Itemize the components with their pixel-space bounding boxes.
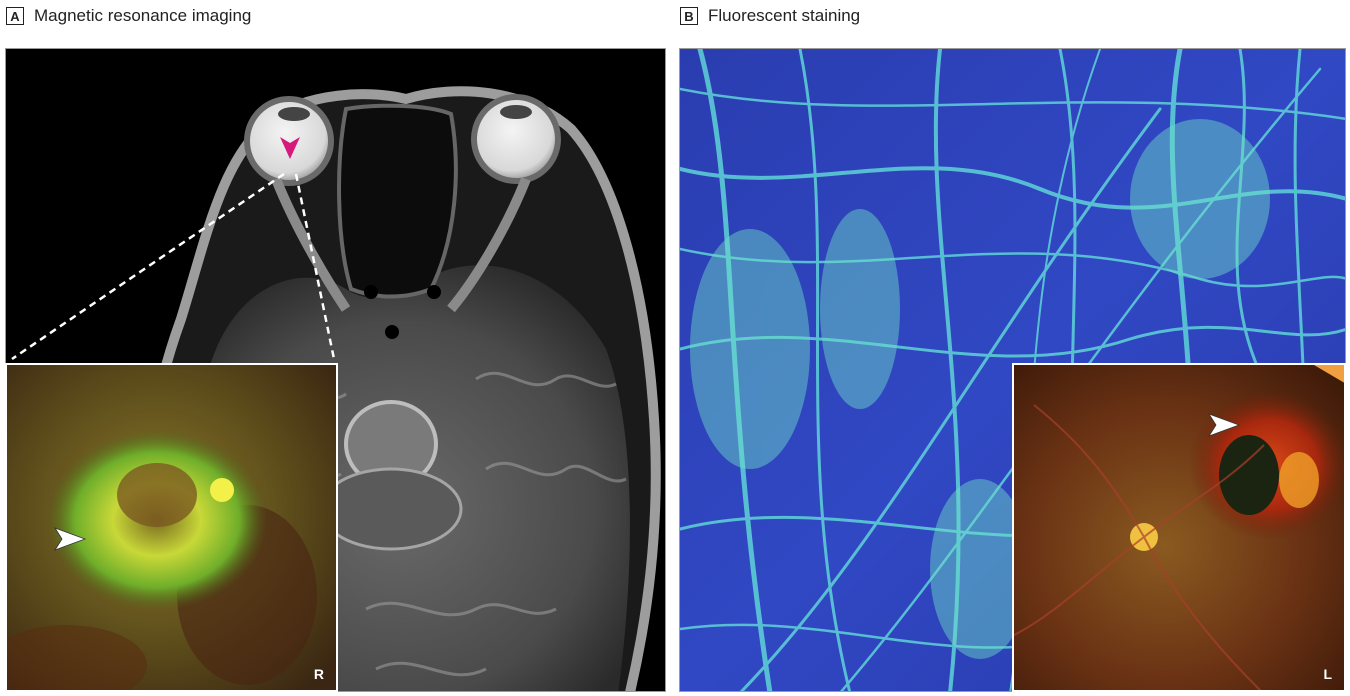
panel-a-header: A Magnetic resonance imaging bbox=[6, 6, 251, 26]
panel-a-title: Magnetic resonance imaging bbox=[34, 6, 252, 25]
panel-b-header: B Fluorescent staining bbox=[680, 6, 860, 26]
inset-corner-label-r: R bbox=[313, 666, 324, 682]
fundus-photo-drawing-left bbox=[1014, 365, 1344, 690]
inset-corner-label-l: L bbox=[1323, 666, 1332, 682]
panel-b-title: Fluorescent staining bbox=[708, 6, 861, 25]
panel-a-letter: A bbox=[6, 7, 24, 25]
fluorescent-inset-fundus-image: L bbox=[1012, 363, 1346, 692]
arrowhead-right-icon bbox=[54, 527, 87, 551]
arrowhead-down-icon bbox=[280, 137, 300, 159]
mri-inset-fundus-image: R bbox=[5, 363, 338, 692]
panel-b-letter: B bbox=[680, 7, 698, 25]
arrowhead-right-icon bbox=[1208, 413, 1241, 437]
fundus-photo-drawing bbox=[7, 365, 336, 690]
